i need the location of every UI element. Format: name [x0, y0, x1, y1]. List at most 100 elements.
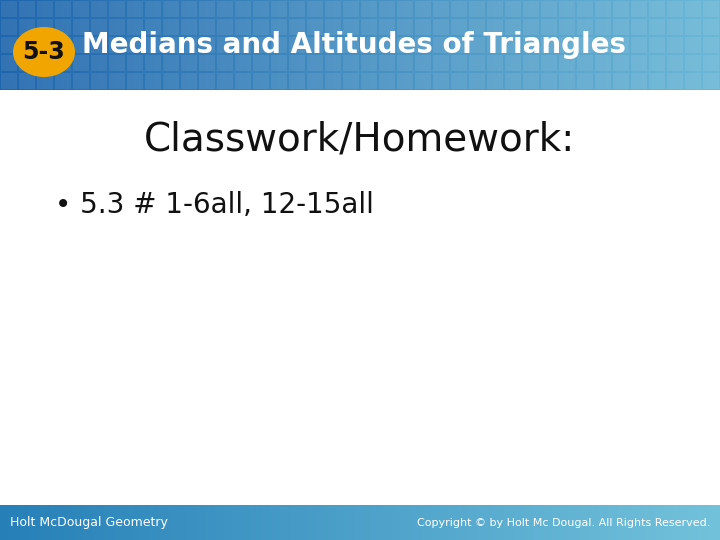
- Bar: [1, 1, 17, 17]
- Bar: [163, 19, 179, 35]
- Bar: [577, 73, 593, 89]
- Bar: [577, 55, 593, 71]
- Bar: [523, 1, 539, 17]
- Bar: [595, 37, 611, 53]
- Bar: [505, 37, 521, 53]
- Bar: [253, 19, 269, 35]
- Bar: [127, 1, 143, 17]
- Bar: [217, 55, 233, 71]
- Bar: [181, 19, 197, 35]
- Text: Holt McDougal Geometry: Holt McDougal Geometry: [10, 516, 168, 529]
- Bar: [397, 55, 413, 71]
- Bar: [289, 55, 305, 71]
- Bar: [703, 37, 719, 53]
- Bar: [217, 73, 233, 89]
- Bar: [703, 73, 719, 89]
- Text: • 5.3 # 1-6all, 12-15all: • 5.3 # 1-6all, 12-15all: [55, 191, 374, 219]
- Bar: [325, 37, 341, 53]
- Bar: [559, 73, 575, 89]
- Bar: [73, 37, 89, 53]
- Bar: [199, 19, 215, 35]
- Bar: [379, 73, 395, 89]
- Bar: [649, 37, 665, 53]
- Bar: [595, 55, 611, 71]
- Bar: [667, 55, 683, 71]
- Bar: [541, 1, 557, 17]
- Bar: [307, 55, 323, 71]
- Bar: [73, 1, 89, 17]
- Bar: [649, 19, 665, 35]
- Bar: [685, 37, 701, 53]
- Bar: [325, 1, 341, 17]
- Bar: [379, 19, 395, 35]
- Bar: [343, 1, 359, 17]
- Bar: [217, 37, 233, 53]
- Bar: [307, 19, 323, 35]
- Bar: [235, 55, 251, 71]
- Bar: [451, 37, 467, 53]
- Bar: [559, 37, 575, 53]
- Bar: [541, 19, 557, 35]
- Bar: [325, 55, 341, 71]
- Bar: [685, 19, 701, 35]
- Bar: [577, 1, 593, 17]
- Text: 5-3: 5-3: [22, 40, 66, 64]
- Bar: [505, 19, 521, 35]
- Bar: [19, 73, 35, 89]
- Bar: [631, 1, 647, 17]
- Bar: [289, 73, 305, 89]
- Bar: [613, 55, 629, 71]
- Bar: [415, 73, 431, 89]
- Bar: [145, 1, 161, 17]
- Bar: [487, 19, 503, 35]
- Bar: [433, 73, 449, 89]
- Bar: [685, 1, 701, 17]
- Bar: [325, 73, 341, 89]
- Bar: [631, 73, 647, 89]
- Bar: [181, 55, 197, 71]
- Bar: [307, 37, 323, 53]
- Bar: [469, 55, 485, 71]
- Bar: [541, 55, 557, 71]
- Bar: [109, 19, 125, 35]
- Bar: [397, 73, 413, 89]
- Bar: [55, 73, 71, 89]
- Bar: [361, 19, 377, 35]
- Bar: [451, 1, 467, 17]
- Bar: [577, 19, 593, 35]
- Bar: [1, 19, 17, 35]
- Bar: [109, 55, 125, 71]
- Bar: [379, 1, 395, 17]
- Bar: [253, 1, 269, 17]
- Bar: [181, 37, 197, 53]
- Bar: [415, 37, 431, 53]
- Bar: [343, 73, 359, 89]
- Bar: [451, 55, 467, 71]
- Bar: [1, 55, 17, 71]
- Bar: [667, 19, 683, 35]
- Bar: [37, 37, 53, 53]
- Bar: [37, 55, 53, 71]
- Bar: [703, 19, 719, 35]
- Bar: [541, 73, 557, 89]
- Bar: [127, 73, 143, 89]
- Bar: [523, 73, 539, 89]
- Bar: [289, 19, 305, 35]
- Bar: [433, 37, 449, 53]
- Bar: [217, 19, 233, 35]
- Bar: [631, 37, 647, 53]
- Bar: [109, 73, 125, 89]
- Bar: [289, 37, 305, 53]
- Bar: [217, 1, 233, 17]
- Bar: [163, 37, 179, 53]
- Bar: [397, 1, 413, 17]
- Bar: [541, 37, 557, 53]
- Bar: [595, 19, 611, 35]
- Bar: [19, 55, 35, 71]
- Bar: [91, 19, 107, 35]
- Bar: [55, 19, 71, 35]
- Bar: [271, 55, 287, 71]
- Bar: [145, 55, 161, 71]
- Bar: [469, 37, 485, 53]
- Bar: [199, 1, 215, 17]
